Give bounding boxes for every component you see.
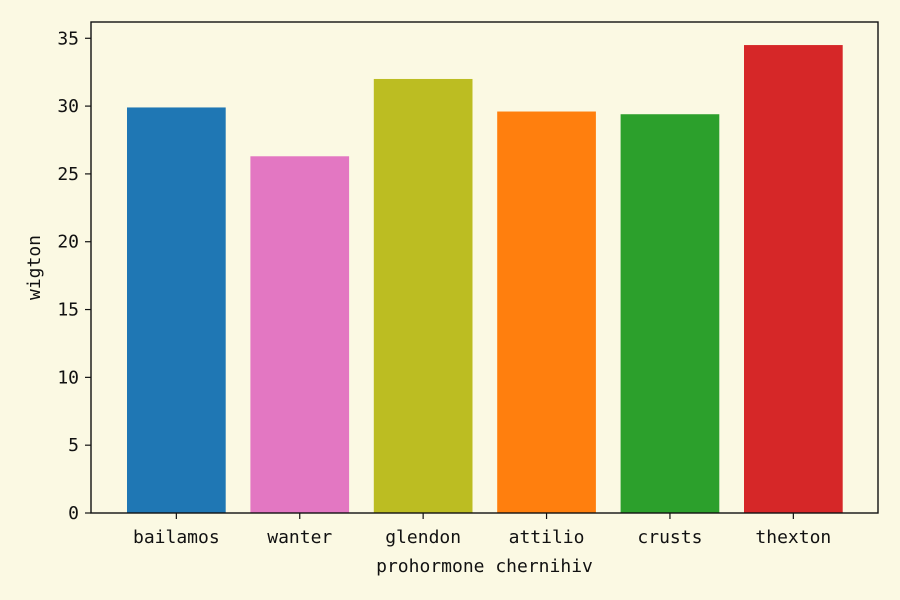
bar-crusts <box>620 114 720 513</box>
x-axis: bailamos wanter glendon attilio crusts thexto… <box>133 513 831 548</box>
y-tick-label-0: 0 <box>68 503 79 524</box>
y-tick-label-10: 10 <box>57 367 79 388</box>
y-tick-label-5: 5 <box>68 435 79 456</box>
x-tick-label-bailamos: bailamos <box>133 527 220 548</box>
y-tick-label-35: 35 <box>57 28 79 49</box>
x-axis-label: prohormone chernihiv <box>376 556 593 577</box>
plot-frame <box>90 21 879 514</box>
x-tick-label-attilio: attilio <box>509 527 585 548</box>
y-tick-label-20: 20 <box>57 232 79 253</box>
y-tick-label-15: 15 <box>57 300 79 321</box>
bar-wanter <box>250 156 350 514</box>
x-tick-label-glendon: glendon <box>385 527 461 548</box>
bar-glendon <box>373 78 473 513</box>
x-tick-label-thexton: thexton <box>755 527 831 548</box>
bar-bailamos <box>127 107 226 513</box>
bar-thexton <box>744 45 843 513</box>
y-tick-label-25: 25 <box>57 164 79 185</box>
bar-attilio <box>497 111 596 513</box>
y-axis: 0 5 10 15 20 25 30 35 <box>57 28 91 524</box>
y-axis-label: wigton <box>24 235 45 300</box>
y-tick-label-30: 30 <box>57 96 79 117</box>
x-tick-label-crusts: crusts <box>637 527 702 548</box>
bars <box>127 45 843 514</box>
x-tick-label-wanter: wanter <box>267 527 332 548</box>
